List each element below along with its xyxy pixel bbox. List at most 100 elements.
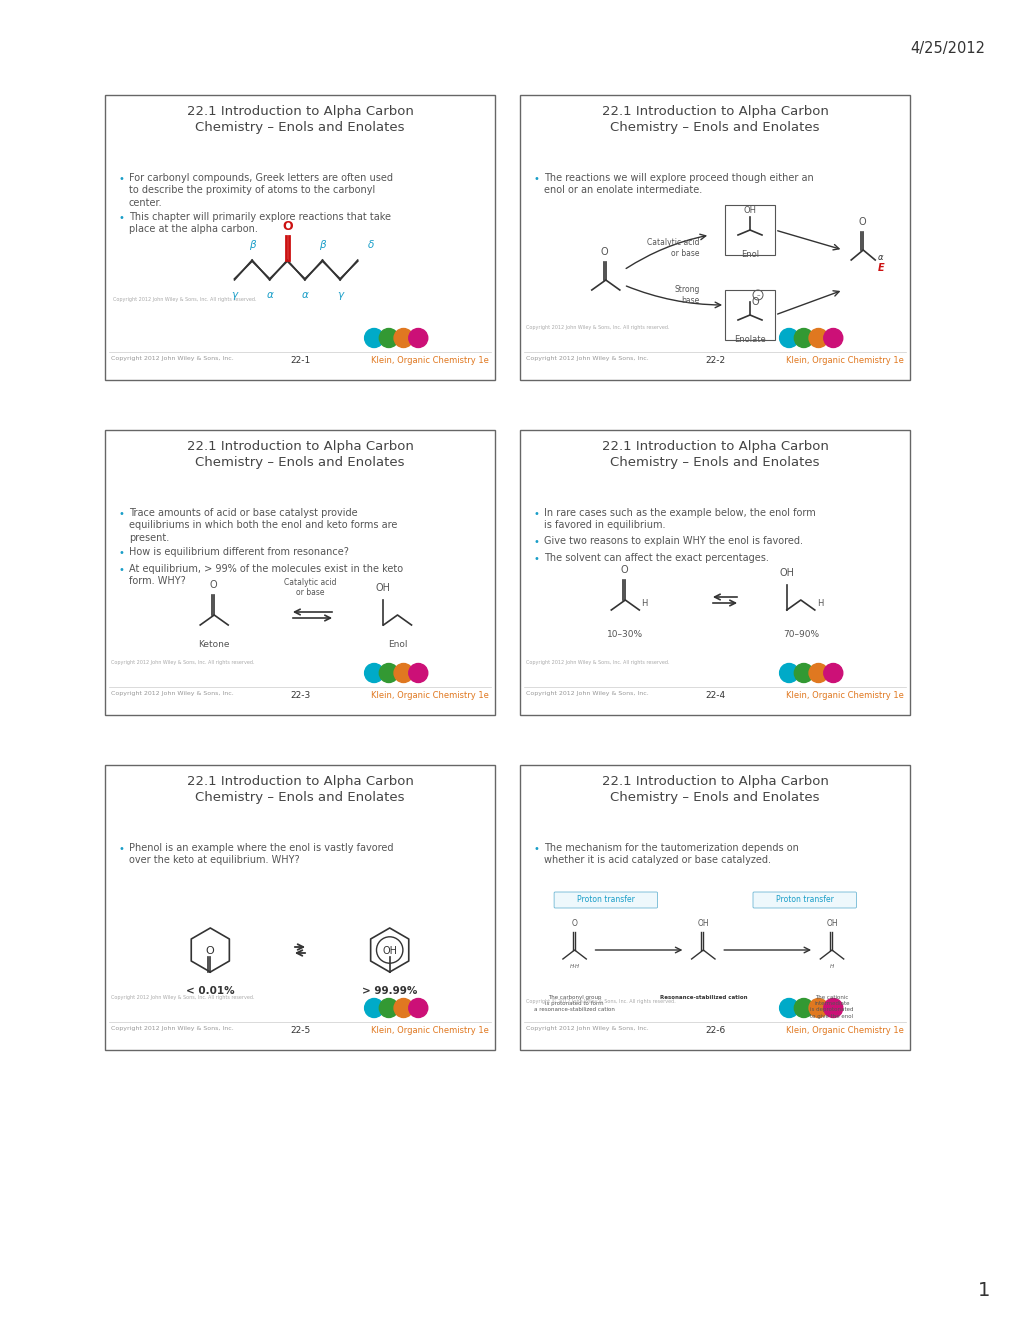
Text: 10–30%: 10–30%: [606, 630, 643, 639]
FancyBboxPatch shape: [725, 205, 774, 255]
Circle shape: [379, 664, 398, 682]
Text: 22.1 Introduction to Alpha Carbon
Chemistry – Enols and Enolates: 22.1 Introduction to Alpha Carbon Chemis…: [186, 440, 413, 469]
Text: The mechanism for the tautomerization depends on
whether it is acid catalyzed or: The mechanism for the tautomerization de…: [543, 843, 798, 866]
Text: Copyright 2012 John Wiley & Sons, Inc.: Copyright 2012 John Wiley & Sons, Inc.: [111, 690, 233, 696]
FancyBboxPatch shape: [520, 766, 909, 1049]
FancyBboxPatch shape: [553, 892, 657, 908]
Text: Catalytic acid
or base: Catalytic acid or base: [283, 578, 336, 597]
Text: 22-6: 22-6: [704, 1026, 725, 1035]
Text: > 99.99%: > 99.99%: [362, 986, 417, 997]
Circle shape: [779, 998, 798, 1018]
Text: OH: OH: [382, 945, 396, 956]
Text: 22.1 Introduction to Alpha Carbon
Chemistry – Enols and Enolates: 22.1 Introduction to Alpha Carbon Chemis…: [601, 775, 827, 804]
Text: O: O: [571, 919, 577, 928]
Text: Give two reasons to explain WHY the enol is favored.: Give two reasons to explain WHY the enol…: [543, 536, 802, 546]
Text: Copyright 2012 John Wiley & Sons, Inc. All rights reserved.: Copyright 2012 John Wiley & Sons, Inc. A…: [111, 660, 255, 665]
Circle shape: [779, 664, 798, 682]
Circle shape: [808, 664, 827, 682]
Text: OH: OH: [743, 206, 756, 215]
Text: •: •: [534, 554, 539, 564]
Text: The carbonyl group
is protonated to form
a resonance-stabilized cation: The carbonyl group is protonated to form…: [534, 995, 614, 1012]
Text: Enolate: Enolate: [734, 335, 765, 345]
Text: •: •: [534, 537, 539, 546]
Text: •: •: [119, 510, 124, 519]
Text: Klein, Organic Chemistry 1e: Klein, Organic Chemistry 1e: [786, 356, 903, 366]
Circle shape: [364, 998, 383, 1018]
Text: For carbonyl compounds, Greek letters are often used
to describe the proximity o: For carbonyl compounds, Greek letters ar…: [128, 173, 392, 207]
Text: O: O: [209, 579, 217, 590]
Text: α: α: [877, 253, 882, 263]
Text: O: O: [281, 220, 292, 232]
Text: H: H: [641, 598, 647, 607]
Text: Copyright 2012 John Wiley & Sons, Inc. All rights reserved.: Copyright 2012 John Wiley & Sons, Inc. A…: [113, 297, 256, 302]
Circle shape: [364, 329, 383, 347]
Text: Catalytic acid
or base: Catalytic acid or base: [647, 239, 699, 257]
Circle shape: [379, 998, 398, 1018]
Text: Enol: Enol: [387, 640, 407, 649]
Text: α: α: [302, 290, 308, 300]
Text: 22.1 Introduction to Alpha Carbon
Chemistry – Enols and Enolates: 22.1 Introduction to Alpha Carbon Chemis…: [601, 440, 827, 469]
FancyBboxPatch shape: [105, 95, 494, 380]
Text: H: H: [816, 598, 822, 607]
Text: Copyright 2012 John Wiley & Sons, Inc. All rights reserved.: Copyright 2012 John Wiley & Sons, Inc. A…: [111, 995, 255, 1001]
Text: Ketone: Ketone: [199, 640, 229, 649]
Text: Klein, Organic Chemistry 1e: Klein, Organic Chemistry 1e: [371, 690, 488, 700]
Text: The reactions we will explore proceed though either an
enol or an enolate interm: The reactions we will explore proceed th…: [543, 173, 813, 195]
Text: Copyright 2012 John Wiley & Sons, Inc. All rights reserved.: Copyright 2012 John Wiley & Sons, Inc. A…: [526, 325, 668, 330]
Text: This chapter will primarily explore reactions that take
place at the alpha carbo: This chapter will primarily explore reac…: [128, 213, 390, 235]
Text: How is equilibrium different from resonance?: How is equilibrium different from resona…: [128, 546, 348, 557]
Text: β: β: [319, 240, 325, 249]
FancyBboxPatch shape: [105, 430, 494, 715]
Circle shape: [823, 664, 842, 682]
Text: 22-5: 22-5: [289, 1026, 310, 1035]
Text: 22.1 Introduction to Alpha Carbon
Chemistry – Enols and Enolates: 22.1 Introduction to Alpha Carbon Chemis…: [601, 106, 827, 135]
Circle shape: [779, 329, 798, 347]
Circle shape: [794, 998, 812, 1018]
Text: OH: OH: [376, 583, 390, 593]
Text: Proton transfer: Proton transfer: [775, 895, 833, 904]
FancyBboxPatch shape: [725, 290, 774, 341]
Text: 22.1 Introduction to Alpha Carbon
Chemistry – Enols and Enolates: 22.1 Introduction to Alpha Carbon Chemis…: [186, 775, 413, 804]
Text: •: •: [119, 548, 124, 558]
Circle shape: [393, 664, 413, 682]
Circle shape: [393, 329, 413, 347]
Text: Proton transfer: Proton transfer: [577, 895, 634, 904]
Text: O: O: [600, 247, 608, 257]
Text: At equilibrium, > 99% of the molecules exist in the keto
form. WHY?: At equilibrium, > 99% of the molecules e…: [128, 564, 403, 586]
Text: 70–90%: 70–90%: [782, 630, 818, 639]
Circle shape: [409, 998, 427, 1018]
Text: •: •: [119, 565, 124, 576]
Text: •: •: [119, 213, 124, 223]
Text: 22.1 Introduction to Alpha Carbon
Chemistry – Enols and Enolates: 22.1 Introduction to Alpha Carbon Chemis…: [186, 106, 413, 135]
Text: •: •: [119, 843, 124, 854]
Text: Klein, Organic Chemistry 1e: Klein, Organic Chemistry 1e: [786, 1026, 903, 1035]
Text: •: •: [534, 174, 539, 183]
Circle shape: [409, 664, 427, 682]
Circle shape: [808, 998, 827, 1018]
Text: Enol: Enol: [740, 249, 758, 259]
Text: Strong
base: Strong base: [674, 285, 699, 305]
FancyBboxPatch shape: [105, 766, 494, 1049]
Text: Copyright 2012 John Wiley & Sons, Inc.: Copyright 2012 John Wiley & Sons, Inc.: [526, 1026, 648, 1031]
FancyBboxPatch shape: [520, 430, 909, 715]
Text: •: •: [119, 174, 124, 183]
Text: < 0.01%: < 0.01%: [185, 986, 234, 997]
Circle shape: [823, 998, 842, 1018]
Text: O: O: [858, 216, 865, 227]
Text: Klein, Organic Chemistry 1e: Klein, Organic Chemistry 1e: [786, 690, 903, 700]
Text: Trace amounts of acid or base catalyst provide
equilibriums in which both the en: Trace amounts of acid or base catalyst p…: [128, 508, 397, 543]
Text: Phenol is an example where the enol is vastly favored
over the keto at equilibri: Phenol is an example where the enol is v…: [128, 843, 393, 866]
Text: β: β: [249, 240, 255, 249]
Text: H: H: [829, 964, 834, 969]
Text: OH: OH: [779, 568, 794, 578]
Text: Copyright 2012 John Wiley & Sons, Inc.: Copyright 2012 John Wiley & Sons, Inc.: [111, 1026, 233, 1031]
Text: γ: γ: [231, 290, 237, 300]
Circle shape: [393, 998, 413, 1018]
Text: Klein, Organic Chemistry 1e: Klein, Organic Chemistry 1e: [371, 1026, 488, 1035]
Text: •: •: [534, 510, 539, 519]
Text: 22-2: 22-2: [704, 356, 725, 366]
Text: 22-4: 22-4: [704, 690, 725, 700]
Text: 22-3: 22-3: [289, 690, 310, 700]
Circle shape: [823, 329, 842, 347]
Text: E: E: [877, 263, 883, 273]
